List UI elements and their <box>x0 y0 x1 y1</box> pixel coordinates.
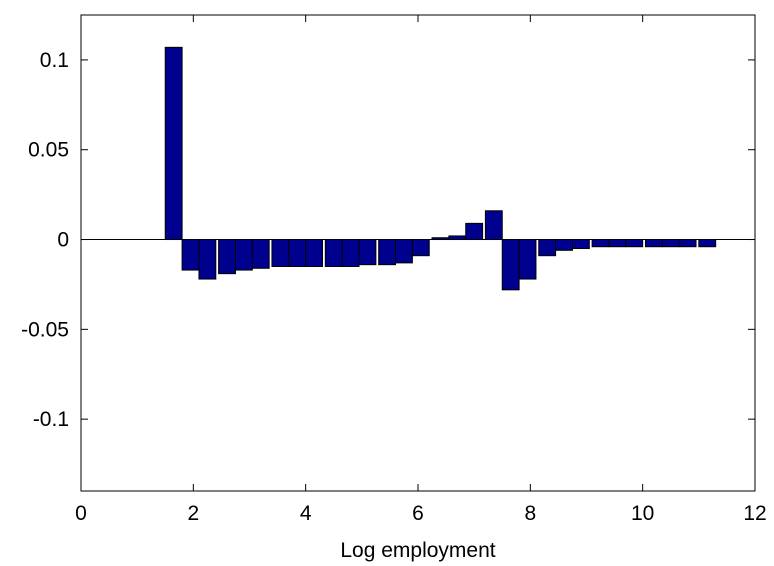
y-tick-label: 0 <box>57 229 69 252</box>
bar <box>234 239 253 271</box>
bar <box>448 235 467 241</box>
x-tick-label: 6 <box>412 502 424 525</box>
bar <box>625 239 644 248</box>
bar <box>341 239 360 267</box>
bar <box>305 239 324 267</box>
bar <box>555 239 573 251</box>
y-tick-label: -0.1 <box>33 408 69 431</box>
y-tick-label: 0.1 <box>40 49 69 72</box>
bar <box>465 222 484 241</box>
bar <box>218 239 236 275</box>
bar <box>678 239 697 248</box>
bar <box>411 239 430 257</box>
bar <box>288 239 307 267</box>
x-tick-label: 0 <box>75 502 87 525</box>
bars-group <box>164 46 717 291</box>
bar <box>484 210 503 241</box>
bar <box>501 239 520 291</box>
bar <box>164 46 183 241</box>
bar <box>378 239 397 266</box>
bar <box>538 239 557 257</box>
bar <box>661 239 680 248</box>
bar <box>698 239 717 248</box>
x-tick-label: 4 <box>300 502 312 525</box>
bar <box>591 239 610 248</box>
y-axis-ticks: 0.1 0.05 0 -0.05 -0.1 <box>21 49 755 431</box>
bar <box>571 239 590 250</box>
bar <box>251 239 270 269</box>
bar <box>198 239 217 280</box>
bar <box>271 239 290 267</box>
y-tick-label: -0.05 <box>21 318 69 341</box>
bar <box>181 239 200 271</box>
y-tick-label: 0.05 <box>28 139 69 162</box>
bar <box>395 239 413 264</box>
bar <box>324 239 343 267</box>
x-axis-ticks: 0 2 4 6 8 10 12 <box>75 15 767 525</box>
bar <box>608 239 627 248</box>
x-tick-label: 2 <box>187 502 199 525</box>
x-tick-label: 10 <box>631 502 654 525</box>
bar <box>644 239 663 248</box>
x-tick-label: 12 <box>743 502 766 525</box>
x-tick-label: 8 <box>524 502 536 525</box>
x-axis-label: Log employment <box>340 539 495 562</box>
bar <box>358 239 377 266</box>
bar <box>518 239 537 280</box>
